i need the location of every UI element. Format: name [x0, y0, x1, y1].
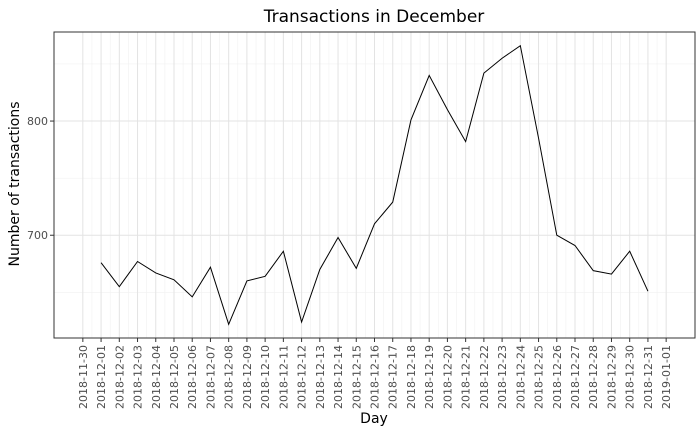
y-tick-label: 700 — [27, 229, 48, 242]
x-tick-label: 2018-12-30 — [624, 345, 637, 409]
x-tick-label: 2018-12-26 — [551, 345, 564, 409]
x-tick-label: 2018-12-11 — [277, 345, 290, 409]
x-tick-label: 2018-12-08 — [223, 345, 236, 409]
x-tick-label: 2018-12-05 — [168, 345, 181, 409]
x-tick-label: 2018-12-25 — [533, 345, 546, 409]
x-tick-label: 2018-12-04 — [150, 345, 163, 409]
x-axis: 2018-11-30 2018-12-01 2018-12-02 2018-12-03… — [77, 338, 673, 409]
x-tick-label: 2018-12-17 — [387, 345, 400, 409]
x-tick-label: 2018-12-28 — [587, 345, 600, 409]
y-axis: 700 800 — [27, 115, 54, 242]
x-tick-label: 2018-12-22 — [478, 345, 491, 409]
x-tick-label: 2018-12-10 — [259, 345, 272, 409]
x-tick-label: 2018-12-23 — [496, 345, 509, 409]
x-tick-label: 2018-12-02 — [113, 345, 126, 409]
x-tick-label: 2018-12-27 — [569, 345, 582, 409]
x-tick-label: 2018-12-15 — [350, 345, 363, 409]
x-tick-label: 2019-01-01 — [660, 345, 673, 409]
x-tick-label: 2018-12-06 — [186, 345, 199, 409]
x-tick-label: 2018-12-20 — [441, 345, 454, 409]
x-tick-label: 2018-12-12 — [296, 345, 309, 409]
x-tick-label: 2018-12-31 — [642, 345, 655, 409]
x-tick-label: 2018-12-14 — [332, 345, 345, 409]
x-tick-label: 2018-12-16 — [369, 345, 382, 409]
x-tick-label: 2018-11-30 — [77, 345, 90, 409]
x-tick-label: 2018-12-07 — [204, 345, 217, 409]
x-axis-label: Day — [360, 411, 388, 427]
x-tick-label: 2018-12-13 — [314, 345, 327, 409]
x-tick-label: 2018-12-19 — [423, 345, 436, 409]
x-tick-label: 2018-12-29 — [605, 345, 618, 409]
y-axis-label: Number of transactions — [7, 101, 23, 266]
x-tick-label: 2018-12-21 — [460, 345, 473, 409]
x-tick-label: 2018-12-24 — [514, 345, 527, 409]
x-tick-label: 2018-12-18 — [405, 345, 418, 409]
x-tick-label: 2018-12-03 — [132, 345, 145, 409]
x-tick-label: 2018-12-01 — [95, 345, 108, 409]
chart-title: Transactions in December — [263, 7, 485, 27]
x-tick-label: 2018-12-09 — [241, 345, 254, 409]
y-tick-label: 800 — [27, 115, 48, 128]
